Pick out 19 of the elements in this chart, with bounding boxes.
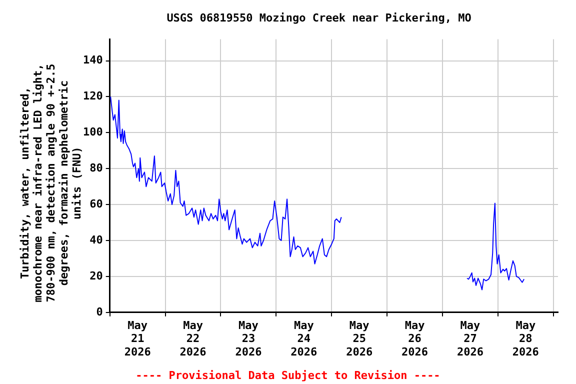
- x-tick-label: May 22 2026: [180, 318, 207, 358]
- text: ---- Provisional Data Subject to Revision ----: [134, 369, 442, 382]
- y-axis-title: Turbidity, water, unfiltered, monochrome near infra-red LED light, 780-900 nm, detection angle 90 +-2.5 degrees, formazin nephelometric units (FNU): [18, 62, 83, 304]
- y-tick-label: 0: [96, 305, 103, 318]
- y-tick-label: 140: [82, 54, 103, 67]
- x-tick-label: May 24 2026: [290, 318, 318, 358]
- y-tick-label: 20: [90, 269, 103, 282]
- x-tick-label: May 25 2026: [346, 318, 373, 358]
- y-tick-label: 60: [90, 197, 103, 210]
- x-tick-label: May 23 2026: [235, 318, 262, 358]
- y-tick-label: 40: [90, 233, 103, 246]
- x-tick-label: May 27 2026: [456, 318, 484, 358]
- x-tick-label: May 26 2026: [402, 318, 428, 358]
- chart-title: USGS 06819550 Mozingo Creek near Pickering, MO: [166, 11, 472, 24]
- x-tick-label: May 21 2026: [124, 318, 152, 358]
- y-tick-label: 100: [82, 126, 103, 139]
- y-tick-label: 120: [82, 90, 103, 103]
- y-tick-label: 80: [90, 161, 103, 174]
- x-tick-label: May 28 2026: [512, 318, 540, 358]
